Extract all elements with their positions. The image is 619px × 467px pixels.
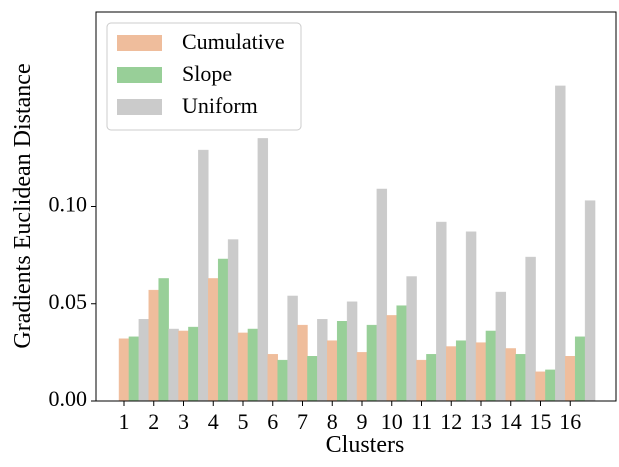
bar <box>565 356 576 402</box>
x-tick-label: 3 <box>178 409 189 434</box>
bar <box>317 319 328 402</box>
x-tick-label: 2 <box>148 409 159 434</box>
bar <box>208 278 219 402</box>
legend-swatch <box>117 67 162 83</box>
bar <box>178 330 189 402</box>
y-axis-label: Gradients Euclidean Distance <box>10 63 36 348</box>
x-axis-label: Clusters <box>326 432 405 458</box>
bar <box>237 332 249 402</box>
bar <box>217 258 229 402</box>
bar <box>485 330 497 402</box>
bar <box>406 276 417 402</box>
bar <box>366 324 378 402</box>
plot-frame <box>95 11 617 402</box>
x-tick-label: 1 <box>119 409 130 434</box>
bar <box>336 321 348 402</box>
bar <box>386 315 397 402</box>
bar <box>525 256 536 402</box>
bar <box>574 336 586 402</box>
x-tick-label: 7 <box>297 409 308 434</box>
x-tick-label: 15 <box>530 409 552 434</box>
bar <box>257 138 269 402</box>
bar <box>267 354 278 402</box>
bar <box>475 342 487 402</box>
x-tick-label: 12 <box>440 409 462 434</box>
bar <box>346 301 358 402</box>
x-tick-label: 9 <box>357 409 368 434</box>
y-tick-label: 0.10 <box>49 192 88 217</box>
bar <box>327 340 338 402</box>
bar <box>188 326 199 402</box>
x-tick-label: 16 <box>559 409 581 434</box>
bar <box>148 289 159 402</box>
bar <box>495 291 507 402</box>
x-tick-label: 13 <box>470 409 492 434</box>
bar <box>515 354 526 402</box>
bar <box>138 319 150 402</box>
x-tick-label: 4 <box>208 409 219 434</box>
bar <box>277 359 288 402</box>
legend-label: Cumulative <box>182 29 285 54</box>
bar <box>416 359 427 402</box>
bar <box>555 85 566 402</box>
x-tick-label: 10 <box>381 409 403 434</box>
bar <box>118 338 130 402</box>
bar <box>545 369 556 402</box>
bar <box>584 200 596 402</box>
bar <box>376 188 388 402</box>
bar <box>128 336 140 402</box>
x-tick-label: 5 <box>238 409 249 434</box>
legend-swatch <box>117 35 162 51</box>
bar <box>465 231 477 402</box>
x-tick-label: 14 <box>500 409 522 434</box>
legend-label: Slope <box>182 61 232 86</box>
bar <box>356 352 368 402</box>
legend-swatch <box>117 99 162 115</box>
x-tick-label: 11 <box>411 409 432 434</box>
bar <box>198 149 209 402</box>
y-tick-label: 0.05 <box>49 289 88 314</box>
x-tick-label: 6 <box>267 409 278 434</box>
y-tick-label: 0.00 <box>49 386 88 411</box>
bar <box>287 295 298 402</box>
bar <box>247 328 259 402</box>
bar <box>446 346 457 402</box>
bar <box>505 348 516 402</box>
x-tick-label: 8 <box>327 409 338 434</box>
bar <box>227 239 239 402</box>
bar <box>436 221 447 402</box>
bar <box>535 371 546 402</box>
legend-label: Uniform <box>182 93 258 118</box>
bar <box>168 328 179 402</box>
bar <box>158 278 169 402</box>
bar <box>396 305 407 402</box>
bar <box>426 354 437 402</box>
bar <box>307 356 318 402</box>
bar <box>297 324 308 402</box>
bar <box>455 340 467 402</box>
